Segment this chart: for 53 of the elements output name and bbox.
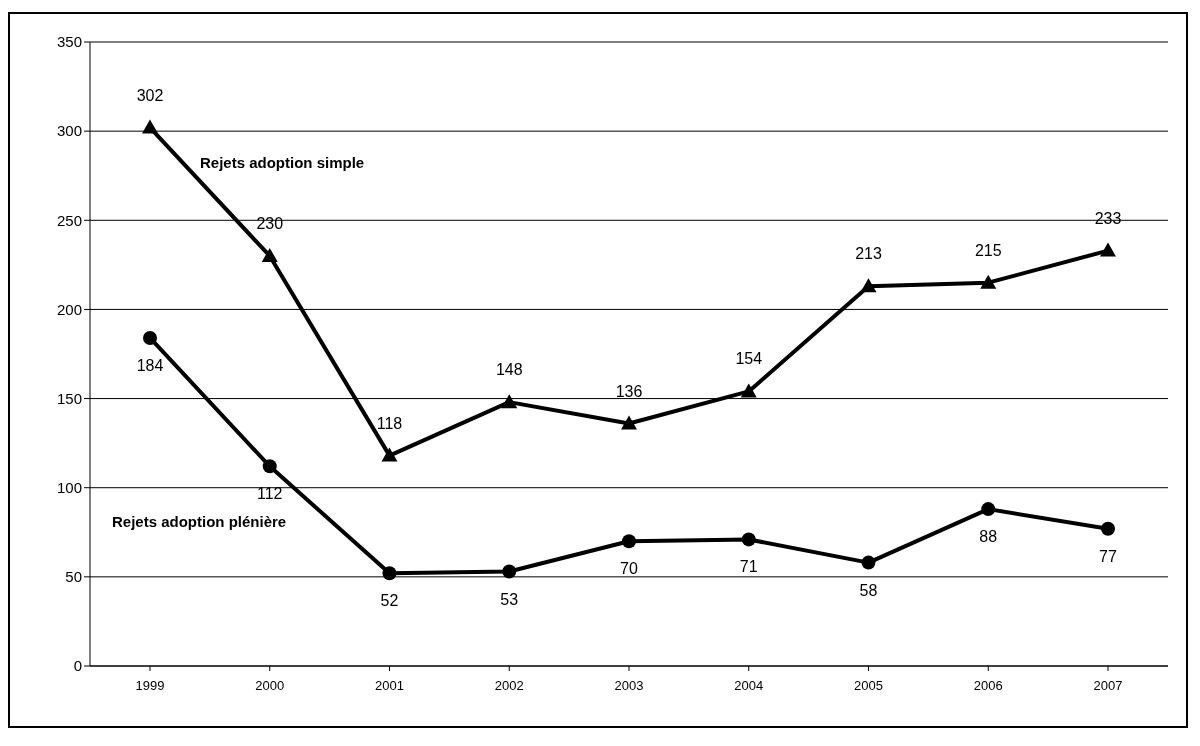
series-label: Rejets adoption simple	[200, 153, 365, 171]
x-tick-label: 2000	[255, 678, 285, 694]
data-label: 88	[979, 528, 998, 546]
x-tick-label: 2006	[973, 678, 1003, 694]
data-label: 302	[136, 86, 164, 104]
series-label: Rejets adoption plénière	[112, 512, 287, 530]
x-tick-label: 2007	[1093, 678, 1123, 694]
x-tick-label: 1999	[135, 678, 165, 694]
point	[382, 566, 397, 581]
point	[981, 502, 996, 517]
point	[861, 555, 876, 570]
data-label: 184	[136, 356, 164, 374]
point	[502, 564, 517, 579]
data-label: 213	[855, 245, 882, 263]
point	[381, 447, 398, 462]
y-tick-label: 0	[73, 657, 82, 675]
x-tick-label: 2004	[734, 678, 764, 694]
point	[1100, 242, 1116, 257]
data-label: 70	[620, 560, 638, 578]
x-tick-label: 2001	[375, 678, 404, 694]
point	[740, 383, 757, 398]
point	[980, 274, 997, 289]
point	[501, 394, 518, 409]
y-tick-label: 200	[56, 300, 82, 318]
y-tick-label: 150	[56, 389, 82, 407]
data-label: 136	[615, 382, 643, 400]
point	[262, 459, 277, 474]
point	[741, 532, 756, 547]
data-label: 215	[974, 241, 1002, 259]
point	[143, 330, 157, 345]
y-tick-label: 250	[56, 211, 82, 229]
data-label: 118	[376, 414, 403, 432]
point	[142, 119, 158, 134]
data-label: 77	[1099, 547, 1117, 565]
point	[621, 415, 637, 430]
y-tick-label: 100	[56, 479, 82, 497]
data-label: 112	[256, 485, 283, 503]
data-label: 52	[380, 592, 399, 610]
x-tick-label: 2003	[614, 678, 644, 694]
data-label: 58	[859, 581, 878, 599]
point	[860, 278, 877, 293]
data-label: 154	[735, 350, 763, 368]
data-label: 53	[500, 590, 519, 608]
x-tick-label: 2005	[854, 678, 883, 694]
y-tick-label: 300	[56, 122, 82, 140]
point	[1101, 521, 1115, 536]
x-tick-label: 2002	[494, 678, 524, 694]
y-tick-label: 350	[56, 33, 82, 51]
point	[622, 534, 636, 549]
y-tick-label: 50	[65, 568, 82, 586]
point	[261, 247, 278, 262]
data-label: 71	[739, 558, 758, 576]
data-label: 148	[495, 361, 523, 379]
